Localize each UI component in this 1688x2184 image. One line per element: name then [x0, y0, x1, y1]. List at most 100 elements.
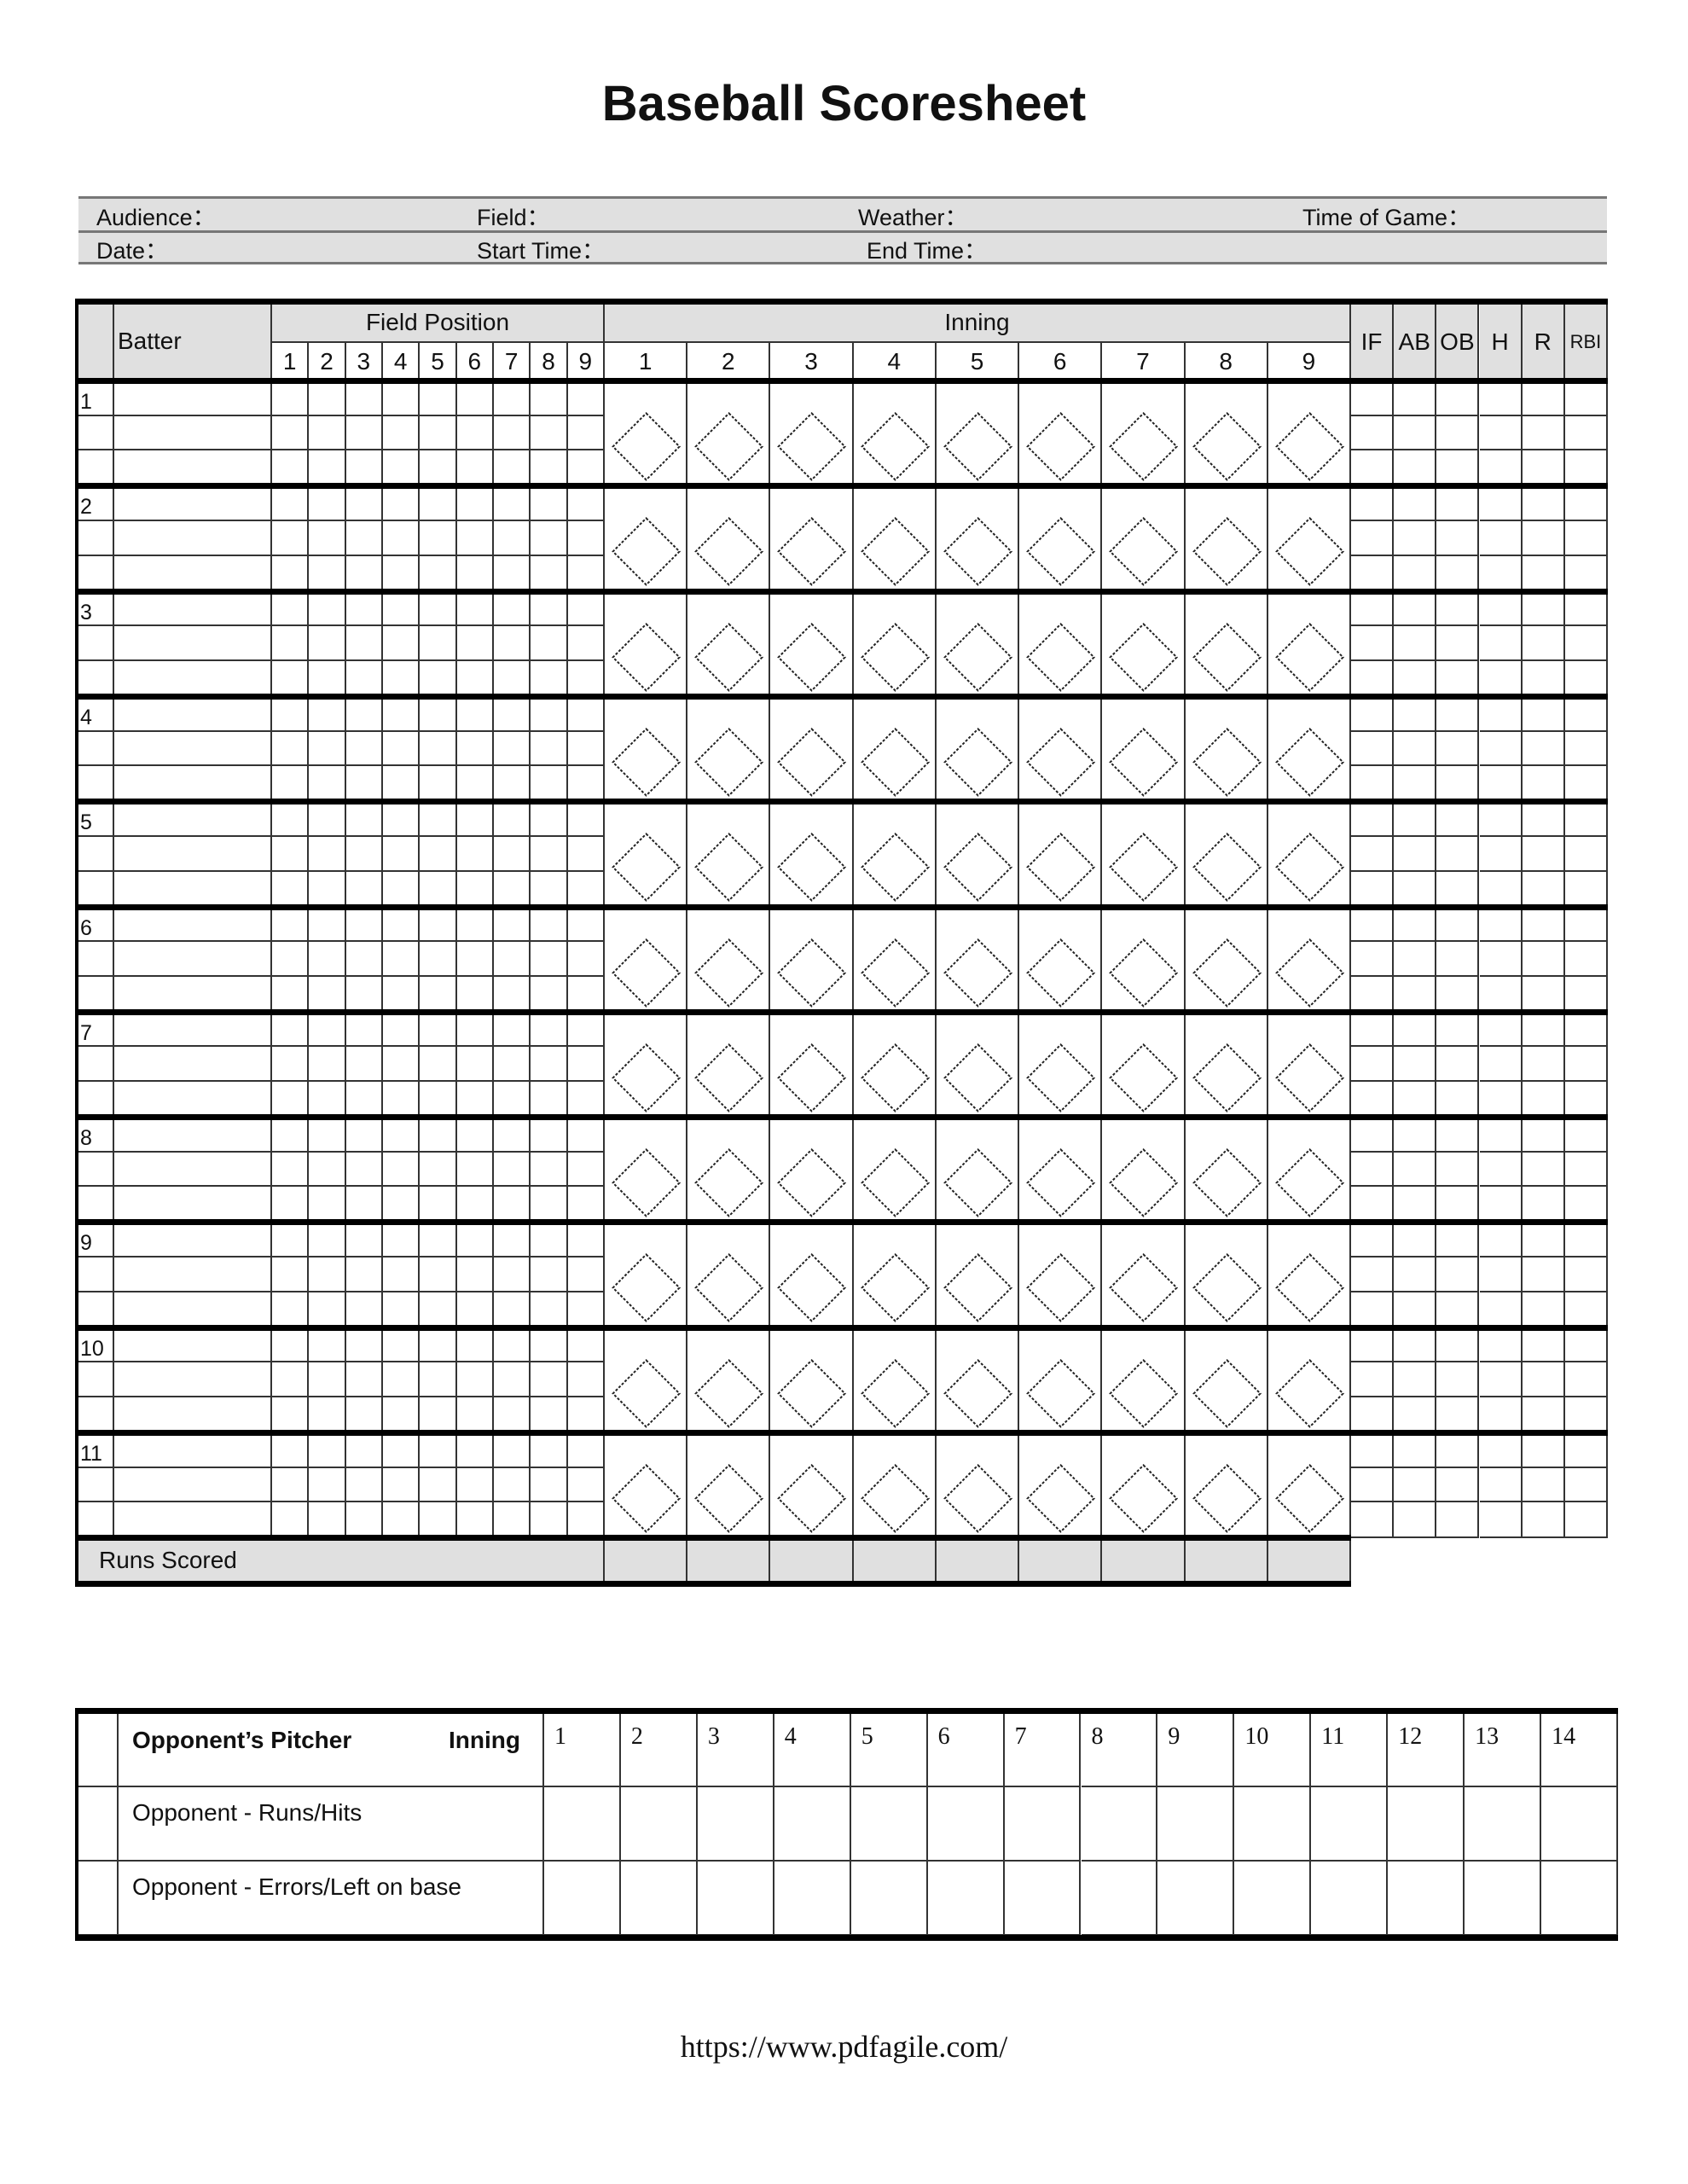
field-position-cell[interactable] [309, 1152, 346, 1188]
field-position-cell[interactable] [309, 1292, 346, 1328]
stat-cell[interactable] [1522, 591, 1565, 627]
stat-cell[interactable] [1351, 626, 1395, 661]
field-position-cell[interactable] [456, 486, 494, 521]
field-position-cell[interactable] [567, 1327, 605, 1363]
opponent-inning-cell[interactable] [850, 1862, 928, 1936]
stat-cell[interactable] [1394, 1118, 1437, 1153]
field-position-cell[interactable] [272, 1082, 310, 1118]
runs-scored-cell[interactable] [770, 1538, 854, 1584]
stat-cell[interactable] [1436, 450, 1480, 487]
field-position-cell[interactable] [494, 1047, 531, 1083]
field-position-cell[interactable] [345, 1292, 383, 1328]
stat-cell[interactable] [1522, 1433, 1565, 1468]
batter-name-cell[interactable] [114, 976, 272, 1013]
field-position-cell[interactable] [420, 1258, 457, 1292]
field-position-cell[interactable] [567, 871, 605, 908]
batter-number-cell[interactable] [78, 1258, 114, 1292]
stat-cell[interactable] [1564, 415, 1608, 451]
opponent-blank-cell[interactable] [78, 1787, 119, 1862]
field-position-cell[interactable] [494, 1362, 531, 1398]
field-position-cell[interactable] [272, 381, 310, 416]
stat-cell[interactable] [1479, 766, 1523, 803]
field-position-cell[interactable] [531, 1292, 568, 1328]
field-position-cell[interactable] [420, 1223, 457, 1258]
field-position-cell[interactable] [456, 1223, 494, 1258]
batter-name-cell[interactable] [114, 381, 272, 416]
field-position-cell[interactable] [272, 1012, 310, 1048]
inning-cell[interactable] [936, 1012, 1020, 1118]
inning-cell[interactable] [770, 802, 854, 908]
inning-cell[interactable] [1019, 1118, 1103, 1223]
field-position-cell[interactable] [494, 1152, 531, 1188]
stat-cell[interactable] [1479, 1187, 1523, 1223]
field-position-cell[interactable] [383, 1258, 421, 1292]
inning-cell[interactable] [1102, 591, 1186, 697]
batter-name-cell[interactable] [114, 486, 272, 521]
stat-cell[interactable] [1436, 1467, 1480, 1503]
field-position-cell[interactable] [420, 696, 457, 732]
inning-cell[interactable] [1267, 486, 1351, 592]
opponent-inning-cell[interactable] [1157, 1713, 1235, 1787]
inning-cell[interactable] [1102, 1118, 1186, 1223]
field-position-cell[interactable] [345, 381, 383, 416]
opponent-inning-cell[interactable] [1465, 1787, 1542, 1862]
stat-cell[interactable] [1436, 836, 1480, 872]
inning-cell[interactable] [770, 1223, 854, 1328]
inning-cell[interactable] [1185, 591, 1268, 697]
opponent-inning-cell[interactable] [1541, 1713, 1618, 1787]
inning-cell[interactable] [1185, 381, 1268, 487]
inning-cell[interactable] [853, 696, 937, 803]
opponent-inning-cell[interactable] [774, 1862, 851, 1936]
field-position-cell[interactable] [494, 1012, 531, 1048]
stat-cell[interactable] [1394, 1433, 1437, 1468]
inning-cell[interactable] [605, 1327, 688, 1433]
stat-cell[interactable] [1522, 626, 1565, 661]
inning-cell[interactable] [1019, 1223, 1103, 1328]
field-position-cell[interactable] [383, 1502, 421, 1539]
field-position-cell[interactable] [567, 381, 605, 416]
inning-cell[interactable] [770, 381, 854, 487]
field-position-cell[interactable] [309, 696, 346, 732]
field-position-cell[interactable] [345, 1362, 383, 1398]
stat-cell[interactable] [1564, 1258, 1608, 1292]
batter-number-cell[interactable] [78, 1012, 114, 1048]
field-position-cell[interactable] [420, 1047, 457, 1083]
field-position-cell[interactable] [272, 907, 310, 943]
batter-number-cell[interactable] [78, 871, 114, 908]
opponent-inning-cell[interactable] [1388, 1787, 1465, 1862]
field-position-cell[interactable] [494, 381, 531, 416]
stat-cell[interactable] [1522, 660, 1565, 697]
inning-cell[interactable] [1102, 1223, 1186, 1328]
batter-number-cell[interactable] [78, 486, 114, 521]
opponent-inning-cell[interactable] [1081, 1713, 1158, 1787]
field-position-cell[interactable] [309, 1047, 346, 1083]
field-position-cell[interactable] [531, 836, 568, 872]
batter-number-cell[interactable] [78, 1152, 114, 1188]
opponent-inning-cell[interactable] [850, 1713, 928, 1787]
field-position-cell[interactable] [567, 731, 605, 767]
stat-cell[interactable] [1522, 1082, 1565, 1118]
batter-number-cell[interactable] [78, 976, 114, 1013]
opponent-inning-cell[interactable] [1081, 1787, 1158, 1862]
field-position-cell[interactable] [420, 1082, 457, 1118]
field-position-cell[interactable] [567, 1012, 605, 1048]
field-position-cell[interactable] [383, 1047, 421, 1083]
inning-cell[interactable] [687, 381, 771, 487]
field-position-cell[interactable] [420, 1362, 457, 1398]
field-position-cell[interactable] [567, 836, 605, 872]
inning-cell[interactable] [770, 591, 854, 697]
inning-cell[interactable] [1267, 696, 1351, 803]
batter-name-cell[interactable] [114, 1502, 272, 1539]
field-position-cell[interactable] [456, 450, 494, 487]
field-position-cell[interactable] [420, 660, 457, 697]
batter-number-cell[interactable] [78, 1047, 114, 1083]
batter-name-cell[interactable] [114, 1292, 272, 1328]
field-position-cell[interactable] [456, 696, 494, 732]
batter-name-cell[interactable] [114, 555, 272, 592]
stat-cell[interactable] [1564, 907, 1608, 943]
stat-cell[interactable] [1522, 1223, 1565, 1258]
field-position-cell[interactable] [531, 520, 568, 556]
field-position-cell[interactable] [383, 907, 421, 943]
batter-name-cell[interactable] [114, 415, 272, 451]
stat-cell[interactable] [1351, 520, 1395, 556]
